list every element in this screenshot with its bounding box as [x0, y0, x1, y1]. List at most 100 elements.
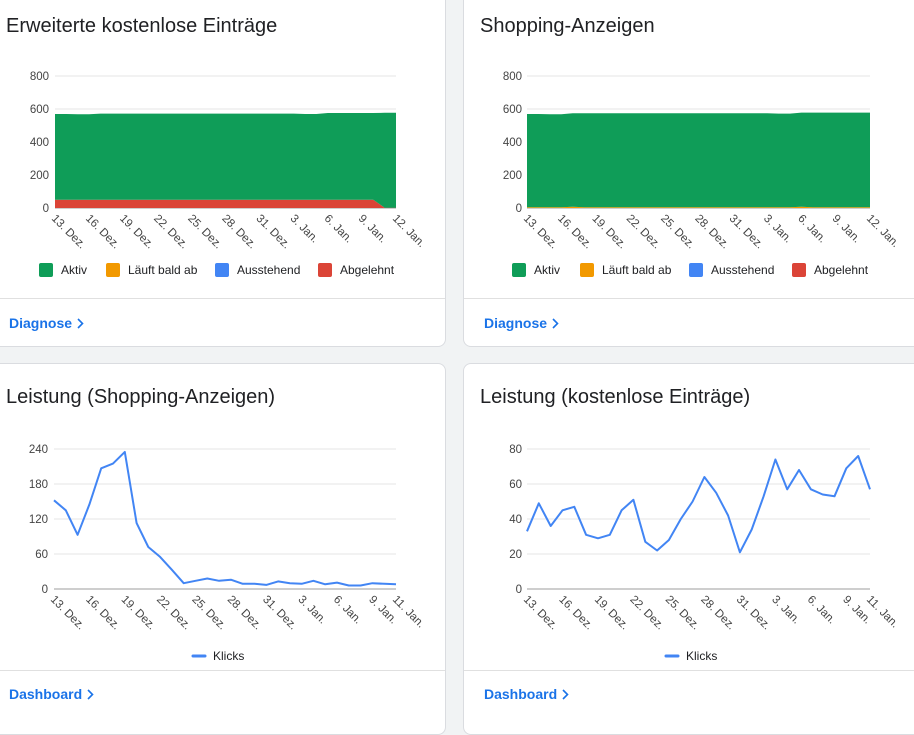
x-tick-label: 25. Dez. [658, 213, 697, 252]
x-tick-label: 22. Dez. [151, 213, 190, 252]
y-tick-label: 80 [509, 444, 522, 456]
x-tick-label: 25. Dez. [185, 213, 224, 252]
chart-leistung-shopping: 0 60 120 180 240 13. Dez.16. Dez.19. Dez.22. … [29, 444, 427, 663]
x-tick-label: 31. Dez. [253, 213, 292, 252]
x-tick-label: 6. Jan. [322, 213, 355, 246]
y-tick-label: 240 [29, 444, 48, 456]
x-tick-label: 6. Jan. [805, 594, 838, 627]
x-tick-label: 3. Jan. [761, 213, 794, 246]
card-title: Shopping-Anzeigen [480, 15, 655, 37]
y-tick-label: 200 [503, 170, 522, 182]
dashboard-link[interactable]: Dashboard [9, 686, 94, 702]
y-tick-label: 0 [42, 584, 48, 596]
y-tick-label: 400 [503, 137, 522, 149]
x-tick-label: 11. Jan. [390, 594, 427, 631]
series-line-klicks [53, 450, 397, 587]
series-area-aktiv [55, 112, 396, 208]
legend-label-ausstehend: Ausstehend [711, 263, 774, 277]
legend-swatch-laeuft-bald-ab [106, 263, 120, 277]
series-line-klicks [526, 455, 871, 554]
y-tick-label: 60 [509, 479, 522, 491]
x-tick-label: 19. Dez. [589, 213, 628, 252]
x-tick-label: 19. Dez. [592, 594, 631, 633]
x-tick-label: 22. Dez. [627, 594, 666, 633]
diagnose-link[interactable]: Diagnose [9, 315, 84, 331]
legend-swatch-aktiv [39, 263, 53, 277]
chevron-right-icon [87, 688, 94, 700]
y-tick-label: 600 [30, 104, 49, 116]
x-tick-label: 25. Dez. [663, 594, 702, 633]
y-tick-label: 200 [30, 170, 49, 182]
x-tick-label: 12. Jan. [864, 213, 901, 250]
card-divider [0, 298, 445, 299]
x-tick-label: 31. Dez. [734, 594, 773, 633]
card-erweiterte-kostenlose-eintraege: Erweiterte kostenlose Einträge 0 200 400 60… [0, 0, 446, 347]
x-tick-label: 13. Dez. [521, 594, 560, 633]
dashboard-link-label: Dashboard [9, 686, 83, 702]
legend-swatch-abgelehnt [318, 263, 332, 277]
y-tick-label: 600 [503, 104, 522, 116]
chart-status-shopping-anzeigen: 0 200 400 600 800 13. Dez.16. Dez.19. Dez.22.… [503, 71, 901, 277]
y-tick-label: 800 [503, 71, 522, 83]
series-area-aktiv [527, 112, 870, 208]
diagnose-link-label: Diagnose [484, 315, 548, 331]
chart-status-erweiterte-eintraege: 0 200 400 600 800 13. Dez.16. Dez.19. Dez.22.… [30, 71, 427, 277]
x-tick-label: 16. Dez. [83, 213, 122, 252]
legend-swatch-laeuft-bald-ab [580, 263, 594, 277]
y-tick-label: 0 [516, 584, 522, 596]
x-tick-label: 19. Dez. [117, 213, 156, 252]
legend-label-klicks: Klicks [213, 649, 244, 663]
card-shopping-anzeigen: Shopping-Anzeigen 0 200 400 600 800 13. Dez. 1… [463, 0, 914, 347]
x-tick-label: 22. Dez. [154, 594, 193, 633]
card-title: Leistung (Shopping-Anzeigen) [6, 386, 276, 408]
y-tick-label: 800 [30, 71, 49, 83]
y-tick-label: 0 [516, 203, 522, 215]
legend-swatch-ausstehend [689, 263, 703, 277]
y-tick-label: 20 [509, 549, 522, 561]
card-leistung-kostenlose-eintraege: Leistung (kostenlose Einträge) 0 20 40 60 80… [463, 363, 914, 735]
x-tick-label: 6. Jan. [331, 594, 364, 627]
card-divider [464, 298, 914, 299]
x-tick-label: 16. Dez. [83, 594, 122, 633]
x-tick-label: 28. Dez. [219, 213, 258, 252]
card-title: Erweiterte kostenlose Einträge [6, 15, 278, 37]
x-tick-label: 28. Dez. [225, 594, 264, 633]
x-tick-label: 28. Dez. [698, 594, 737, 633]
y-tick-label: 400 [30, 137, 49, 149]
legend-label-aktiv: Aktiv [61, 263, 87, 277]
x-tick-label: 3. Jan. [769, 594, 802, 627]
legend-label-abgelehnt: Abgelehnt [814, 263, 869, 277]
x-tick-label: 22. Dez. [624, 213, 663, 252]
x-tick-label: 31. Dez. [727, 213, 766, 252]
x-tick-label: 13. Dez. [48, 594, 87, 633]
card-leistung-shopping-anzeigen: Leistung (Shopping-Anzeigen) 0 60 120 180 24… [0, 363, 446, 735]
series-area-laeuft-bald-ab [527, 206, 870, 208]
dashboard-link-label: Dashboard [484, 686, 558, 702]
legend-label-ausstehend: Ausstehend [237, 263, 300, 277]
y-tick-label: 0 [43, 203, 49, 215]
card-title: Leistung (kostenlose Einträge) [480, 386, 751, 408]
legend-label-aktiv: Aktiv [534, 263, 560, 277]
x-tick-label: 31. Dez. [260, 594, 299, 633]
legend-swatch-aktiv [512, 263, 526, 277]
dashboard-link[interactable]: Dashboard [484, 686, 569, 702]
x-tick-label: 3. Jan. [288, 213, 321, 246]
x-tick-label: 9. Jan. [356, 213, 389, 246]
x-tick-label: 16. Dez. [555, 213, 594, 252]
x-tick-label: 16. Dez. [556, 594, 595, 633]
legend-label-klicks: Klicks [686, 649, 717, 663]
series-area-abgelehnt [55, 199, 396, 208]
x-tick-label: 6. Jan. [795, 213, 828, 246]
x-tick-label: 13. Dez. [49, 213, 88, 252]
legend-label-laeuft-bald-ab: Läuft bald ab [128, 263, 198, 277]
legend-swatch-abgelehnt [792, 263, 806, 277]
chevron-right-icon [552, 317, 559, 329]
chart-leistung-kostenlose: 0 20 40 60 80 13. Dez.16. Dez.19. Dez.22. Dez… [509, 444, 901, 663]
legend-label-abgelehnt: Abgelehnt [340, 263, 395, 277]
diagnose-link[interactable]: Diagnose [484, 315, 559, 331]
legend-swatch-ausstehend [215, 263, 229, 277]
diagnose-link-label: Diagnose [9, 315, 73, 331]
y-tick-label: 40 [509, 514, 522, 526]
chevron-right-icon [77, 317, 84, 329]
x-tick-label: 3. Jan. [296, 594, 329, 627]
